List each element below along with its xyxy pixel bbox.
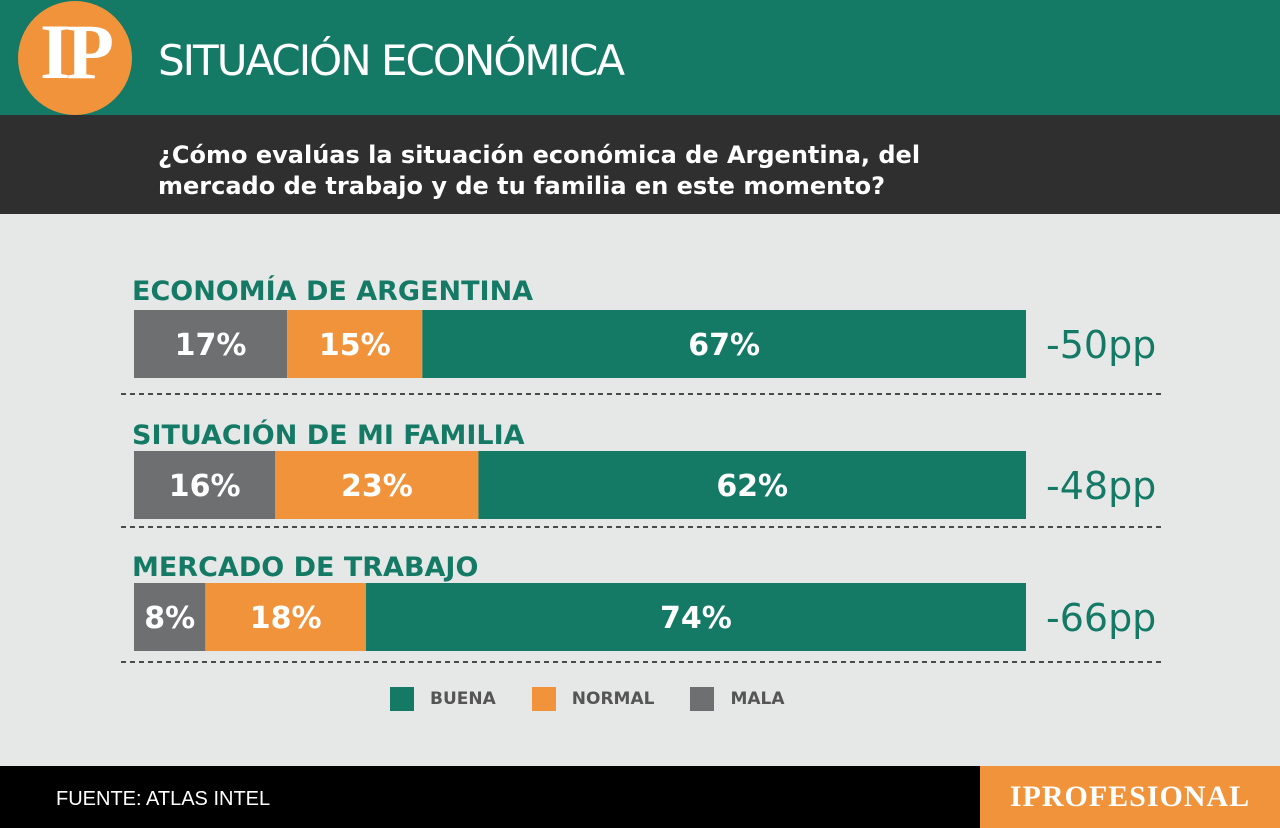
bar-economia-normal <box>287 310 423 378</box>
value-label-familia-normal: 23% <box>341 469 413 504</box>
net-label-familia: -48pp <box>1046 464 1156 508</box>
source-text: FUENTE: ATLAS INTEL <box>56 788 271 810</box>
title-bar: SITUACIÓN ECONÓMICA <box>0 0 1280 115</box>
page-title: SITUACIÓN ECONÓMICA <box>158 36 625 85</box>
bar-trabajo-normal <box>205 583 366 651</box>
legend-swatch-normal <box>531 687 556 711</box>
net-label-trabajo: -66pp <box>1046 596 1156 640</box>
bar-familia-normal <box>275 451 479 519</box>
legend-label-mala: MALA <box>730 689 785 709</box>
legend-item-normal: NORMAL <box>531 687 655 711</box>
bar-familia-mala <box>134 451 276 519</box>
bar-economia-mala <box>134 310 288 378</box>
legend-swatch-buena <box>390 687 414 711</box>
value-label-economia-mala: 17% <box>175 328 247 363</box>
value-label-trabajo-normal: 18% <box>250 601 322 636</box>
value-label-economia-buena: 67% <box>688 328 760 363</box>
category-label-economia: ECONOMÍA DE ARGENTINA <box>132 275 533 307</box>
legend-label-normal: NORMAL <box>571 689 655 709</box>
value-label-trabajo-buena: 74% <box>660 601 732 636</box>
chart-legend: BUENA NORMAL MALA <box>390 686 821 712</box>
question-text: ¿Cómo evalúas la situación económica de … <box>158 140 1058 202</box>
bar-trabajo-buena <box>365 583 1026 651</box>
value-label-familia-mala: 16% <box>169 469 241 504</box>
category-label-trabajo: MERCADO DE TRABAJO <box>132 552 478 583</box>
category-label-familia: SITUACIÓN DE MI FAMILIA <box>132 419 525 451</box>
legend-label-buena: BUENA <box>430 689 496 709</box>
value-label-trabajo-mala: 8% <box>144 601 195 636</box>
value-label-economia-normal: 15% <box>319 328 391 363</box>
question-line-1: ¿Cómo evalúas la situación económica de … <box>158 141 921 169</box>
legend-item-mala: MALA <box>690 687 785 711</box>
net-label-economia: -50pp <box>1046 323 1156 367</box>
bar-economia-buena <box>422 310 1026 378</box>
footer-bar: FUENTE: ATLAS INTEL IPROFESIONAL <box>0 766 1280 828</box>
bar-trabajo-mala <box>134 583 206 651</box>
legend-swatch-mala <box>690 687 715 711</box>
value-label-familia-buena: 62% <box>716 469 788 504</box>
ip-logo-text: IP <box>40 8 114 95</box>
brand-logo-text: IPROFESIONAL <box>1009 780 1251 813</box>
legend-item-buena: BUENA <box>390 687 496 711</box>
question-line-2: mercado de trabajo y de tu familia en es… <box>158 172 886 200</box>
ip-logo: IP <box>18 1 132 115</box>
brand-logo: IPROFESIONAL <box>980 766 1280 828</box>
bar-familia-buena <box>478 451 1026 519</box>
